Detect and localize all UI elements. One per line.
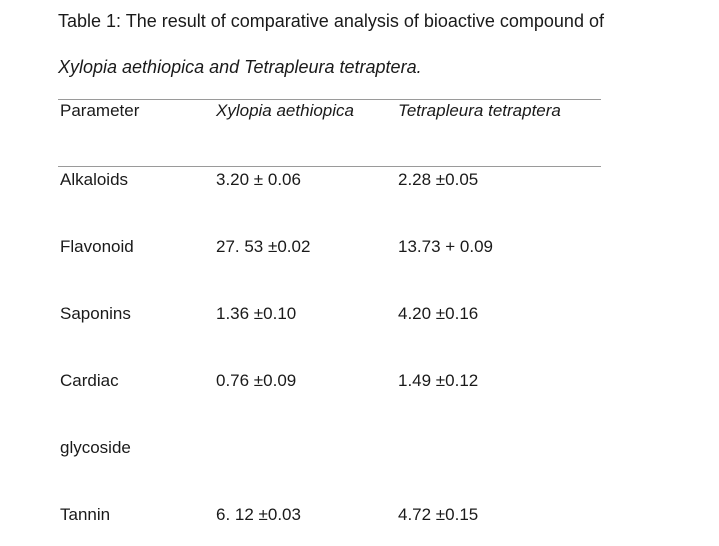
row-flavonoid-parameter: Flavonoid	[60, 237, 134, 256]
row-tannin-parameter: Tannin	[60, 505, 111, 524]
row-alkaloids-parameter: Alkaloids	[60, 170, 129, 189]
table-caption-line2: Xylopia aethiopica and Tetrapleura tetra…	[58, 57, 422, 77]
header-parameter: Parameter	[60, 101, 140, 120]
row-saponins-xylopia: 1.36 ±0.10	[216, 304, 297, 323]
row-alkaloids-xylopia: 3.20 ± 0.06	[216, 170, 301, 189]
table-header-rule	[58, 166, 601, 167]
row-saponins-parameter: Saponins	[60, 304, 131, 323]
table-caption: Table 1: The result of comparative analy…	[58, 11, 604, 32]
table-top-rule	[58, 99, 601, 100]
row-alkaloids-tetrapleura: 2.28 ±0.05	[398, 170, 479, 189]
row-tannin-xylopia: 6. 12 ±0.03	[216, 505, 301, 524]
row-flavonoid-tetrapleura: 13.73 + 0.09	[398, 237, 494, 256]
header-xylopia: Xylopia aethiopica	[216, 101, 354, 120]
row-glycoside-parameter: glycoside	[60, 438, 131, 457]
header-tetrapleura: Tetrapleura tetraptera	[398, 101, 561, 120]
row-cardiac-xylopia: 0.76 ±0.09	[216, 371, 297, 390]
row-cardiac-parameter: Cardiac	[60, 371, 119, 390]
row-saponins-tetrapleura: 4.20 ±0.16	[398, 304, 479, 323]
caption-label: Table 1:	[58, 11, 122, 31]
row-cardiac-tetrapleura: 1.49 ±0.12	[398, 371, 479, 390]
row-flavonoid-xylopia: 27. 53 ±0.02	[216, 237, 311, 256]
row-tannin-tetrapleura: 4.72 ±0.15	[398, 505, 479, 524]
caption-text: The result of comparative analysis of bi…	[121, 11, 604, 31]
